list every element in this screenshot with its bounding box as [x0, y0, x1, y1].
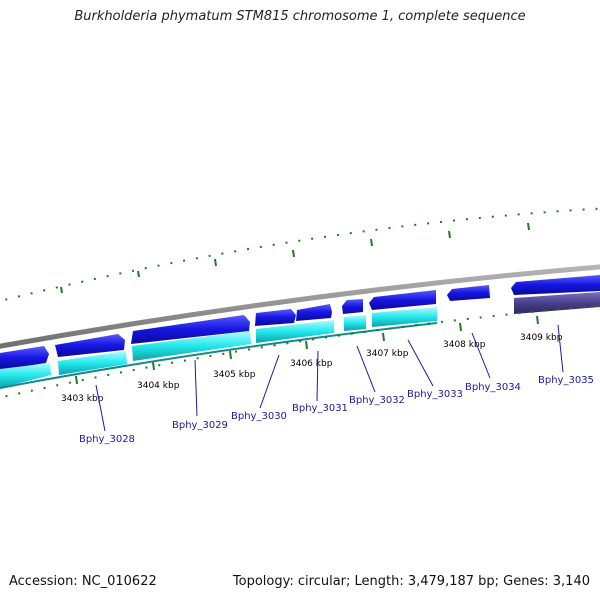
reverse-strand-genes [0, 307, 438, 389]
inner-tick-ring [0, 304, 600, 399]
major-tick [137, 270, 140, 278]
gene-label-bphy-3030[interactable]: Bphy_3030 [231, 411, 287, 422]
major-tick [305, 340, 308, 350]
map-title: Burkholderia phymatum STM815 chromosome … [74, 9, 526, 24]
kbp-label: 3409 kbp [520, 333, 563, 343]
gene-reverse[interactable] [0, 363, 51, 388]
kbp-label: 3406 kbp [290, 359, 333, 369]
major-tick [229, 350, 232, 360]
leader-line [407, 339, 434, 387]
leader-line [471, 332, 491, 379]
leader-line [259, 354, 280, 409]
leader-line [316, 350, 319, 402]
outer-tick-ring [0, 207, 600, 303]
gene-label-bphy-3034[interactable]: Bphy_3034 [465, 382, 521, 393]
gene-reverse[interactable] [132, 331, 251, 361]
gene-forward[interactable] [511, 275, 600, 295]
kbp-label: 3403 kbp [61, 394, 104, 404]
gene-label-bphy-3035[interactable]: Bphy_3035 [538, 375, 594, 386]
kbp-labels: 3403 kbp 3404 kbp 3405 kbp 3406 kbp 3407… [61, 333, 563, 404]
topology-summary: Topology: circular; Length: 3,479,187 bp… [232, 574, 590, 589]
gene-forward[interactable] [131, 315, 250, 344]
major-tick [527, 222, 530, 231]
accession-text: Accession: NC_010622 [9, 574, 157, 589]
major-tick [75, 375, 78, 385]
gene-highlighted[interactable] [514, 292, 600, 314]
reverse-strand-edge [0, 322, 438, 389]
forward-strand-genes [0, 275, 600, 370]
gene-label-bphy-3029[interactable]: Bphy_3029 [172, 420, 228, 431]
major-tick [448, 230, 451, 239]
kbp-label: 3405 kbp [213, 370, 256, 380]
major-tick [214, 258, 217, 267]
chromosome-backbone [0, 264, 600, 349]
gene-reverse[interactable] [256, 320, 334, 343]
gene-forward[interactable] [0, 346, 49, 370]
major-tick [60, 286, 63, 294]
leader-line [557, 324, 564, 373]
gene-leader-lines [95, 324, 564, 432]
gene-forward[interactable] [296, 304, 332, 321]
gene-labels: Bphy_3028 Bphy_3029 Bphy_3030 Bphy_3031 … [79, 375, 594, 445]
gene-label-bphy-3032[interactable]: Bphy_3032 [349, 395, 405, 406]
gene-forward[interactable] [447, 285, 490, 301]
gene-forward[interactable] [55, 334, 125, 357]
gene-label-bphy-3028[interactable]: Bphy_3028 [79, 434, 135, 445]
gene-forward[interactable] [342, 299, 363, 314]
major-tick [152, 361, 155, 371]
gene-reverse[interactable] [344, 315, 366, 331]
major-tick [292, 249, 295, 258]
gene-label-bphy-3031[interactable]: Bphy_3031 [292, 403, 348, 414]
major-tick [370, 238, 373, 247]
gene-forward[interactable] [255, 309, 296, 326]
leader-line [95, 384, 106, 432]
kbp-label: 3408 kbp [443, 340, 486, 350]
inner-tick-ring-dots [0, 304, 600, 399]
gene-reverse[interactable] [58, 351, 127, 375]
major-tick [459, 322, 462, 332]
gene-reverse[interactable] [372, 307, 437, 327]
gene-label-bphy-3033[interactable]: Bphy_3033 [407, 389, 463, 400]
kbp-label: 3407 kbp [366, 349, 409, 359]
kbp-label: 3404 kbp [137, 381, 180, 391]
major-tick [536, 315, 539, 325]
leader-line [356, 345, 376, 393]
leader-line [194, 359, 198, 417]
outer-tick-ring-dots [0, 207, 600, 303]
gene-forward[interactable] [369, 290, 436, 310]
major-tick [382, 332, 385, 342]
